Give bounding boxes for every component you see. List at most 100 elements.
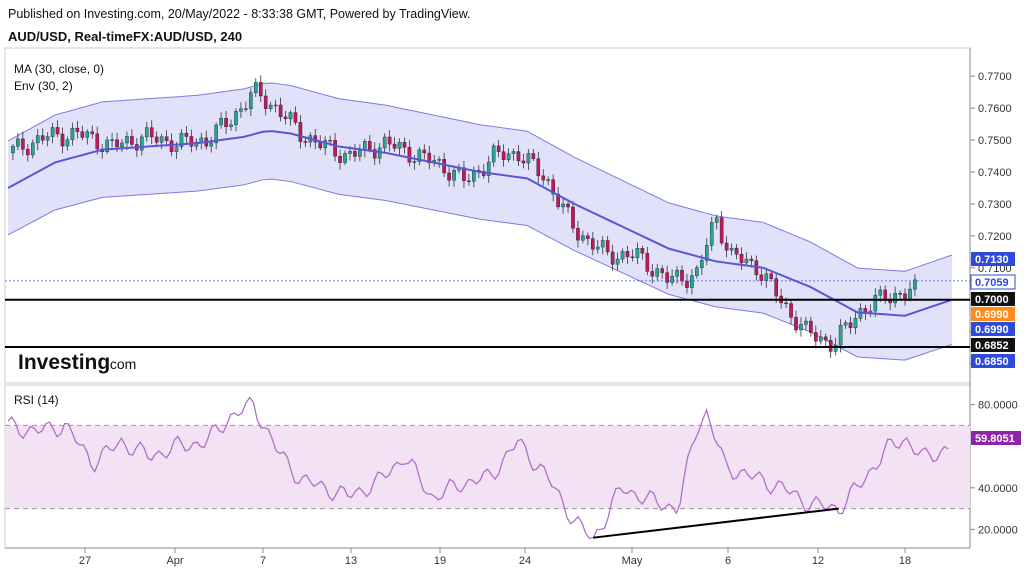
candle-body: [818, 336, 823, 342]
investing-logo: Investing: [18, 351, 110, 374]
candle-body: [372, 149, 377, 159]
candle-body: [293, 112, 298, 123]
candle-body: [734, 247, 739, 255]
candle-body: [640, 248, 645, 254]
candle-body: [605, 240, 610, 253]
candle-body: [16, 138, 20, 147]
candle-body: [333, 139, 337, 157]
candle-body: [595, 246, 600, 250]
candle-body: [90, 131, 95, 135]
candle-body: [625, 251, 630, 258]
candle-body: [80, 131, 85, 138]
candle-body: [561, 203, 565, 208]
candle-body: [645, 252, 650, 272]
candle-body: [363, 141, 367, 151]
candle-body: [576, 228, 580, 241]
x-tick-label: 6: [725, 555, 731, 567]
candle-body: [635, 248, 640, 258]
candle-body: [75, 127, 80, 132]
x-tick-label: Apr: [166, 555, 183, 567]
candle-body: [511, 151, 516, 154]
candle-body: [268, 104, 273, 109]
candle-body: [224, 118, 228, 127]
candle-body: [541, 175, 546, 181]
candle-body: [680, 269, 684, 282]
candle-body: [719, 217, 724, 244]
candle-body: [244, 108, 248, 110]
x-tick-label: 19: [434, 555, 446, 567]
candle-body: [328, 139, 332, 142]
candle-body: [144, 127, 149, 138]
candle-body: [229, 124, 233, 127]
candle-body: [288, 112, 293, 120]
candle-body: [105, 139, 109, 152]
candle-body: [714, 217, 719, 223]
candle-body: [60, 133, 65, 147]
candle-body: [467, 180, 471, 182]
price-tag-box: [971, 322, 1015, 336]
candle-body: [496, 145, 501, 152]
candle-body: [140, 136, 144, 151]
candle-body: [675, 269, 679, 277]
candle-body: [843, 322, 848, 326]
price-tag-label: 0.7059: [975, 277, 1009, 289]
candle-body: [774, 278, 778, 297]
rsi-line: [7, 396, 949, 540]
rsi-tick-label: 20.0000: [978, 524, 1018, 536]
candle-body: [35, 135, 40, 144]
candle-body: [769, 273, 774, 279]
candle-body: [407, 147, 412, 163]
x-tick-label: 27: [79, 555, 91, 567]
candle-body: [838, 324, 843, 346]
candle-body: [650, 271, 655, 277]
candle-body: [521, 160, 526, 164]
candle-body: [739, 253, 744, 264]
candle-body: [615, 258, 620, 265]
env-legend: Env (30, 2): [14, 79, 73, 93]
candle-body: [50, 127, 55, 137]
candle-body: [110, 139, 114, 141]
candle-body: [452, 170, 456, 181]
candle-body: [402, 142, 407, 148]
candle-body: [447, 172, 451, 181]
candle-body: [387, 136, 392, 145]
candle-body: [45, 136, 50, 141]
symbol-title: AUD/USD, Real-timeFX:AUD/USD, 240: [8, 29, 243, 44]
candle-body: [115, 139, 119, 148]
candle-body: [253, 82, 258, 93]
price-tag-box: [971, 338, 1015, 352]
price-tag-label: 0.6852: [975, 340, 1009, 352]
x-tick-label: 18: [899, 555, 911, 567]
candle-body: [655, 268, 660, 277]
candle-body: [566, 203, 570, 208]
candle-body: [95, 133, 100, 150]
candle-body: [531, 153, 536, 159]
price-tick-label: 0.7400: [978, 167, 1012, 179]
candle-body: [298, 122, 303, 142]
candle-body: [348, 151, 352, 154]
candle-body: [551, 179, 555, 195]
candle-body: [338, 155, 342, 163]
candle-body: [412, 161, 417, 163]
candle-body: [422, 149, 427, 154]
price-tick-label: 0.7200: [978, 231, 1012, 243]
candle-body: [263, 95, 268, 109]
candle-body: [828, 339, 833, 352]
price-tag-label: 0.6990: [975, 324, 1009, 336]
candle-body: [427, 152, 432, 164]
price-tick-label: 0.7300: [978, 199, 1012, 211]
candle-body: [164, 136, 169, 141]
candle-body: [219, 118, 223, 126]
ma-legend: MA (30, close, 0): [14, 62, 104, 76]
candle-body: [744, 258, 749, 264]
candle-body: [695, 267, 699, 276]
x-tick-label: 12: [812, 555, 824, 567]
candle-body: [149, 127, 154, 138]
candle-body: [571, 206, 575, 229]
envelope-band: [8, 83, 952, 361]
candle-body: [397, 142, 402, 149]
candle-body: [591, 238, 595, 250]
candle-body: [159, 136, 164, 143]
candle-body: [303, 141, 308, 143]
